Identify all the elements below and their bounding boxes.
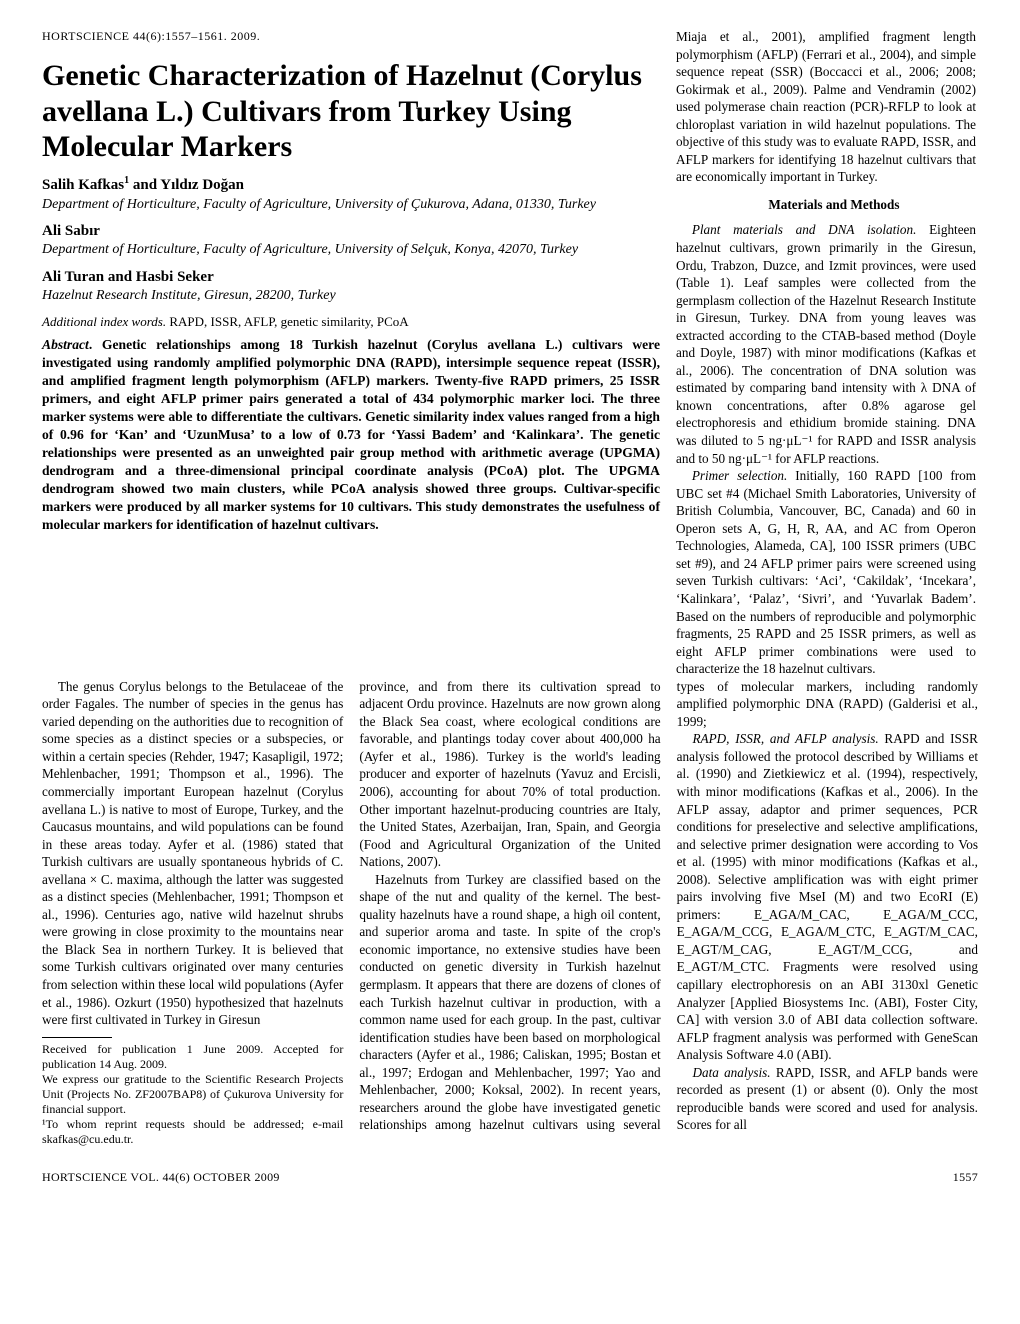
- index-words-text: RAPD, ISSR, AFLP, genetic similarity, PC…: [166, 314, 409, 329]
- section-head-materials: Materials and Methods: [676, 196, 976, 214]
- abstract-label: Abstract: [42, 337, 89, 352]
- primer-selection-text: Initially, 160 RAPD [100 from UBC set #4…: [676, 468, 976, 676]
- body-p1: The genus Corylus belongs to the Betulac…: [42, 678, 343, 1029]
- affiliation-1: Department of Horticulture, Faculty of A…: [42, 196, 660, 214]
- author-block-1: Salih Kafkas1 and Yıldız Doğan Departmen…: [42, 174, 660, 213]
- primer-selection-runin: Primer selection.: [692, 468, 787, 483]
- footnote-rule: [42, 1037, 112, 1038]
- footer-page-number: 1557: [953, 1169, 978, 1185]
- abstract: Abstract. Genetic relationships among 18…: [42, 336, 660, 533]
- footnotes: Received for publication 1 June 2009. Ac…: [42, 1037, 343, 1147]
- author-1-primary: Salih Kafkas: [42, 177, 124, 193]
- page-footer: HORTSCIENCE VOL. 44(6) OCTOBER 2009 1557: [42, 1169, 978, 1185]
- footnote-3: ¹To whom reprint requests should be addr…: [42, 1117, 343, 1147]
- plant-materials-text: Eighteen hazelnut cultivars, grown prima…: [676, 222, 976, 465]
- author-block-3: Ali Turan and Hasbi Seker Hazelnut Resea…: [42, 267, 660, 305]
- footnote-1: Received for publication 1 June 2009. Ac…: [42, 1042, 343, 1072]
- body-p2: province, and from there its cultivation…: [359, 678, 660, 871]
- materials-p2: Primer selection. Initially, 160 RAPD [1…: [676, 467, 976, 678]
- plant-materials-runin: Plant materials and DNA isolation.: [692, 222, 917, 237]
- author-1-secondary: and Yıldız Doğan: [129, 177, 244, 193]
- author-block-2: Ali Sabır Department of Horticulture, Fa…: [42, 221, 660, 259]
- footnote-2: We express our gratitude to the Scientif…: [42, 1072, 343, 1117]
- rapd-analysis-text: RAPD and ISSR analysis followed the prot…: [677, 731, 978, 1062]
- affiliation-2: Department of Horticulture, Faculty of A…: [42, 241, 660, 259]
- body-p5: Data analysis. RAPD, ISSR, and AFLP band…: [677, 1064, 978, 1134]
- running-head: HORTSCIENCE 44(6):1557–1561. 2009.: [42, 28, 660, 44]
- rapd-analysis-runin: RAPD, ISSR, and AFLP analysis.: [692, 731, 878, 746]
- intro-continued: Miaja et al., 2001), amplified fragment …: [676, 28, 976, 186]
- author-name-3: Ali Turan and Hasbi Seker: [42, 267, 660, 287]
- index-words: Additional index words. RAPD, ISSR, AFLP…: [42, 313, 660, 331]
- header-block: HORTSCIENCE 44(6):1557–1561. 2009. Genet…: [42, 28, 660, 678]
- body-columns: The genus Corylus belongs to the Betulac…: [42, 678, 978, 1147]
- materials-p1: Plant materials and DNA isolation. Eight…: [676, 221, 976, 467]
- index-words-label: Additional index words.: [42, 314, 166, 329]
- right-column-top: Miaja et al., 2001), amplified fragment …: [676, 28, 976, 678]
- author-name-1: Salih Kafkas1 and Yıldız Doğan: [42, 174, 660, 195]
- title-text: Genetic Characterization of Hazelnut (Co…: [42, 59, 642, 163]
- author-name-2: Ali Sabır: [42, 221, 660, 241]
- affiliation-3: Hazelnut Research Institute, Giresun, 28…: [42, 287, 660, 305]
- abstract-text: . Genetic relationships among 18 Turkish…: [42, 337, 660, 531]
- body-p4: RAPD, ISSR, and AFLP analysis. RAPD and …: [677, 730, 978, 1063]
- footer-left: HORTSCIENCE VOL. 44(6) OCTOBER 2009: [42, 1169, 280, 1185]
- data-analysis-runin: Data analysis.: [692, 1065, 770, 1080]
- article-title: Genetic Characterization of Hazelnut (Co…: [42, 58, 660, 164]
